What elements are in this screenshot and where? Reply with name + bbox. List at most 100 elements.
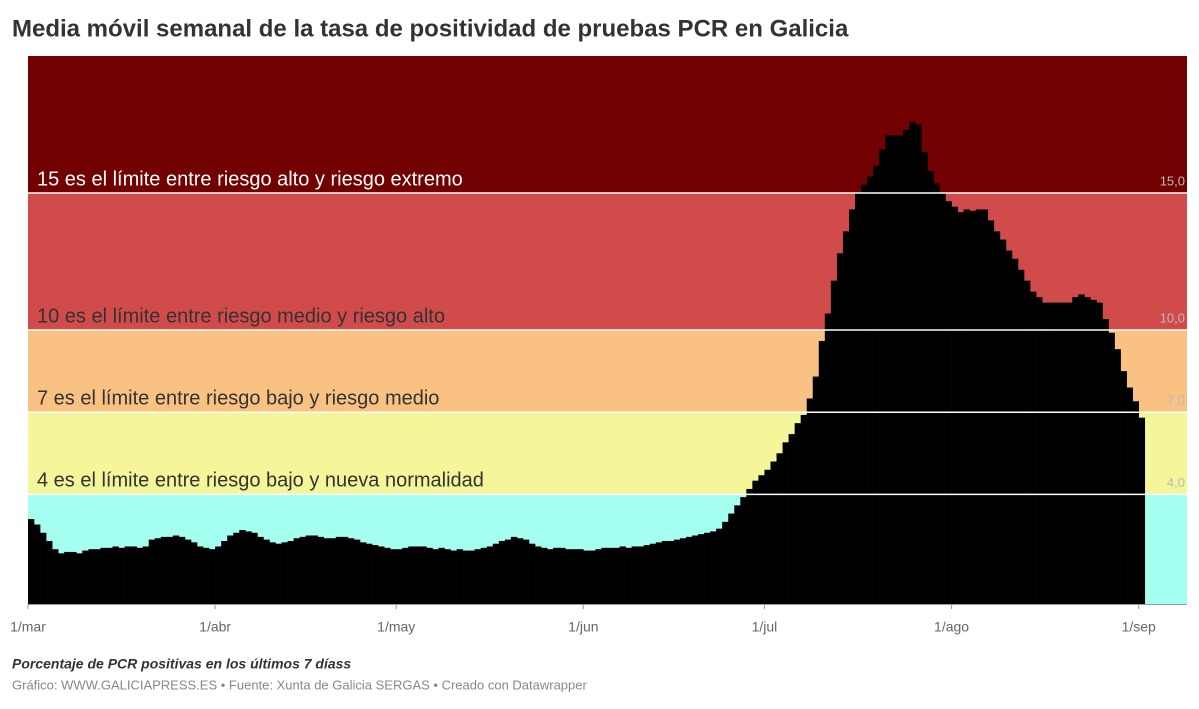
- bar: [559, 547, 566, 604]
- bar: [716, 528, 723, 604]
- risk-band: [28, 56, 1187, 193]
- bar: [909, 121, 916, 604]
- bar: [788, 434, 795, 604]
- bar: [698, 534, 705, 604]
- bar: [360, 542, 367, 604]
- bar: [287, 540, 294, 604]
- bar: [329, 538, 337, 604]
- y-tick-label: 10,0: [1160, 310, 1185, 325]
- bar: [631, 546, 638, 604]
- bar: [752, 480, 759, 604]
- bar: [516, 538, 524, 604]
- bar: [209, 549, 216, 604]
- bar: [861, 184, 868, 604]
- bar: [999, 239, 1007, 604]
- bar: [136, 547, 143, 604]
- bar: [1048, 302, 1055, 604]
- bar: [82, 550, 89, 604]
- bar: [426, 547, 433, 604]
- bar: [1017, 269, 1025, 604]
- bar: [577, 549, 584, 604]
- bar: [529, 543, 536, 604]
- bar: [806, 398, 814, 604]
- x-tick-label: 1/abr: [199, 619, 231, 635]
- bar: [975, 209, 983, 604]
- bar: [390, 549, 397, 604]
- bar: [836, 253, 844, 604]
- bar: [1114, 349, 1121, 604]
- bar: [184, 539, 192, 604]
- bar: [444, 549, 451, 604]
- bar: [1120, 371, 1127, 604]
- bar: [1126, 387, 1133, 604]
- bar: [553, 547, 560, 604]
- bar: [794, 423, 801, 604]
- bar: [637, 546, 645, 604]
- bar: [879, 149, 886, 604]
- y-tick-label: 7,0: [1167, 393, 1185, 408]
- bar: [667, 540, 675, 604]
- bar: [1024, 280, 1031, 604]
- bar: [1096, 302, 1103, 604]
- bar: [963, 209, 970, 604]
- bar: [480, 547, 488, 604]
- x-tick-label: 1/may: [377, 619, 415, 635]
- bar: [625, 547, 632, 604]
- bar: [583, 550, 590, 604]
- band-label: 15 es el límite entre riesgo alto y ries…: [37, 168, 463, 190]
- bar: [474, 549, 482, 604]
- bar: [945, 201, 952, 604]
- bar: [124, 546, 131, 604]
- bar: [848, 209, 856, 604]
- bar: [269, 542, 276, 604]
- bar: [118, 547, 125, 604]
- bar: [142, 546, 150, 604]
- bar: [1132, 401, 1140, 604]
- bar: [673, 539, 681, 604]
- bar: [305, 535, 313, 604]
- y-tick-label: 4,0: [1167, 475, 1185, 490]
- bar: [649, 543, 657, 604]
- bar: [166, 536, 174, 604]
- bar: [1036, 297, 1043, 604]
- bar: [76, 553, 83, 604]
- bar: [94, 549, 101, 604]
- bar: [233, 532, 240, 604]
- bar: [891, 135, 898, 604]
- band-label: 10 es el límite entre riesgo medio y rie…: [37, 305, 445, 327]
- bar: [782, 442, 789, 604]
- bar: [933, 183, 940, 604]
- bar: [951, 206, 958, 604]
- bar: [661, 540, 669, 604]
- bar: [275, 543, 282, 604]
- bar: [679, 538, 687, 604]
- bar: [1084, 297, 1091, 604]
- bar: [939, 193, 946, 604]
- bar: [197, 546, 204, 604]
- bar: [504, 539, 512, 604]
- bar: [335, 536, 343, 604]
- bar: [450, 550, 457, 604]
- x-tick-label: 1/mar: [10, 619, 46, 635]
- bar: [70, 551, 77, 604]
- bar: [396, 549, 403, 604]
- bar: [58, 553, 65, 604]
- bar: [704, 532, 711, 604]
- bar: [728, 513, 735, 604]
- bar: [812, 376, 820, 604]
- bar: [1066, 302, 1073, 604]
- bar: [722, 521, 729, 604]
- bar: [969, 210, 977, 604]
- bar: [52, 549, 59, 604]
- bar: [486, 546, 494, 604]
- bar: [160, 536, 168, 604]
- bar: [239, 530, 246, 604]
- bar: [776, 453, 783, 604]
- bar: [1042, 302, 1049, 604]
- bar: [190, 542, 198, 604]
- bar: [88, 549, 95, 604]
- bar: [100, 547, 107, 604]
- bar: [203, 547, 210, 604]
- chart-title: Media móvil semanal de la tasa de positi…: [12, 15, 849, 42]
